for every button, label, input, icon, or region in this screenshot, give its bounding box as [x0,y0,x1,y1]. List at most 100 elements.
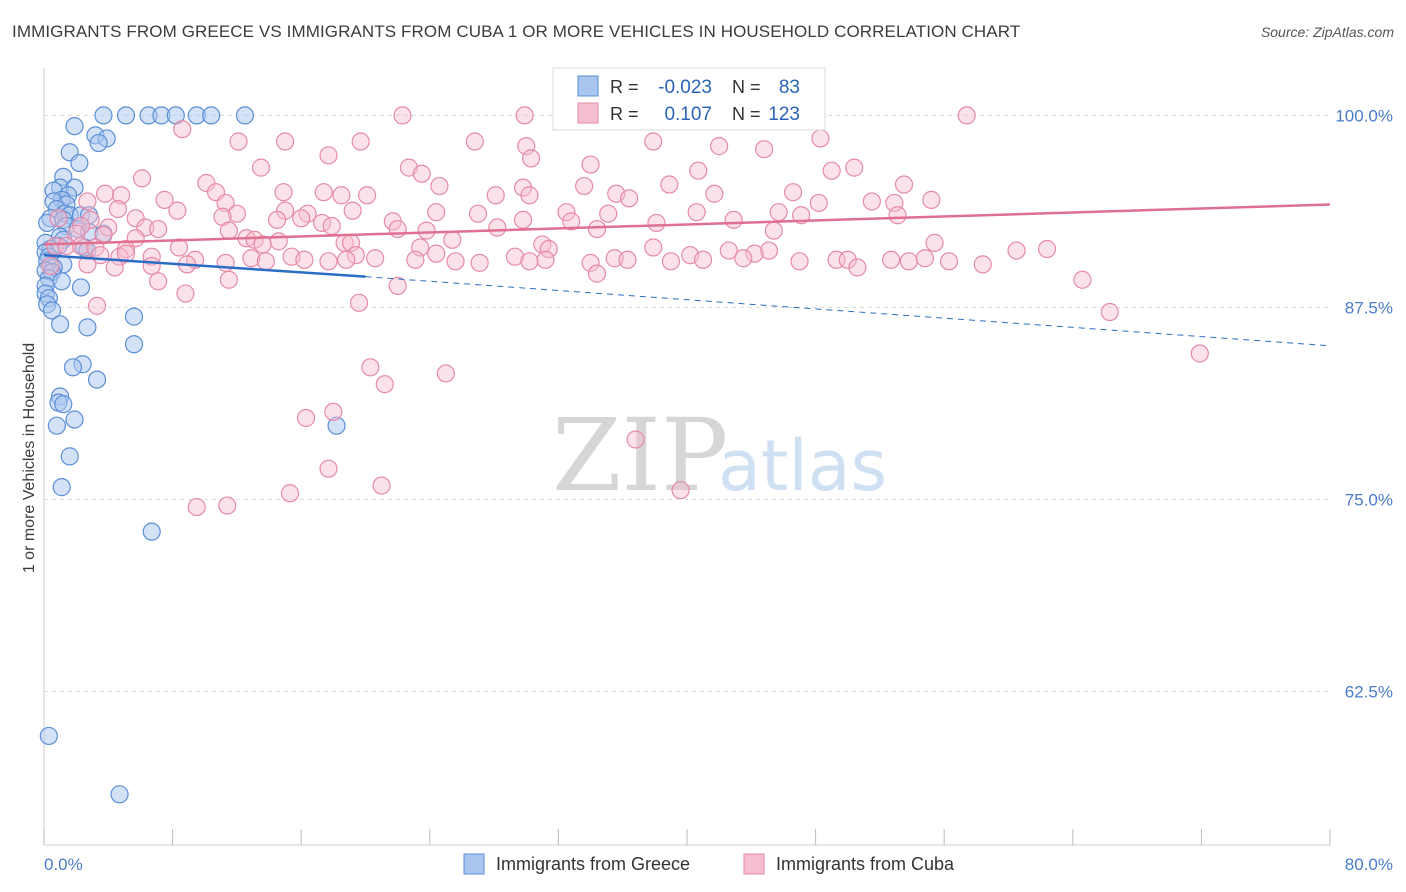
cuba-point [187,497,206,517]
greece-point [50,315,70,334]
cuba-point [882,250,901,269]
axes: 100.0% 87.5% 75.0% 62.5% 0.0% 80.0% [43,68,1393,874]
cuba-point [687,203,706,222]
cuba-point [332,186,351,205]
cuba-point [513,210,533,229]
stats-cuba-swatch [577,102,599,124]
cuba-point [314,183,333,202]
cuba-point [705,184,724,203]
cuba-point [922,190,941,209]
cuba-point [319,146,338,165]
cuba-point [505,247,525,266]
cuba-point [734,249,753,268]
greece-point [38,213,57,233]
cuba-point [349,293,369,312]
cuba-point [443,230,462,249]
cuba-point [366,249,385,268]
cuba-point [267,210,287,229]
cuba-point [661,252,681,271]
cuba-point [393,106,412,125]
cuba-point [269,232,288,251]
source-credit: Source: ZipAtlas.com [1260,24,1394,40]
cuba-point [296,408,316,428]
cuba-point [71,236,91,256]
cuba-point [256,252,275,271]
cuba-point [618,250,637,269]
cuba-point [149,219,168,239]
cuba-point [427,203,446,222]
cuba-point [626,430,645,449]
legend-cuba-swatch [743,853,765,875]
greece-point [70,153,89,173]
cuba-point [388,219,407,239]
cuba-point [372,476,391,495]
cuba-point [176,284,195,303]
cuba-point [973,255,992,274]
cuba-point [319,252,338,271]
cuba-point [822,161,841,180]
cuba-point [1007,241,1026,260]
cuba-point [227,204,246,223]
cuba-point [251,158,271,177]
x-tick-label-min: 0.0% [44,855,83,874]
cuba-point [173,120,192,139]
cuba-point [520,252,539,271]
cuba-point [375,375,394,394]
cuba-point [581,253,600,272]
y-tick-label: 87.5% [1345,298,1393,317]
cuba-point [280,484,300,503]
cuba-point [292,209,311,228]
cuba-point [57,236,76,256]
greece-point [63,358,83,377]
cuba-point [116,244,136,263]
greece-point [327,416,346,435]
greece-point [60,447,79,466]
cuba-point [108,199,128,219]
greece-point [94,106,113,125]
stats-greece-swatch [577,75,599,97]
cuba-point [468,204,488,223]
greece-point [52,478,71,497]
cuba-point [845,158,864,177]
cuba-point [219,270,238,289]
trend-lines [43,203,1331,347]
y-tick-label: 62.5% [1345,682,1393,701]
y-tick-label: 100.0% [1335,106,1393,125]
greece-point [142,522,161,541]
stats-greece-n-label: N = [732,77,761,97]
cuba-point [436,364,455,383]
cuba-point [358,186,377,205]
cuba-point [488,218,507,237]
cuba-point [1190,344,1209,363]
cuba-point [126,209,145,228]
greece-point [87,370,107,389]
stats-cuba-r-value: 0.107 [664,104,712,125]
cuba-point [361,358,380,377]
cuba-point [710,137,729,156]
greece-point [71,278,91,297]
cuba-point [599,204,618,223]
cuba-point [587,264,607,283]
watermark-atlas: atlas [718,425,887,507]
cuba-point [647,213,666,233]
cuba-point [465,132,484,151]
stats-cuba-r-label: R = [610,104,639,124]
stats-box: R = -0.023 N = 83 R = 0.107 N = 123 [552,67,826,131]
greece-point [54,395,73,414]
cuba-point [81,210,100,229]
cuba-point [417,221,436,240]
cuba-point [1100,302,1119,322]
cuba-point [155,190,174,209]
cuba-point [1037,239,1057,259]
cuba-point [719,241,738,260]
cuba-point [446,252,465,271]
cuba-point [888,206,907,225]
cuba-point [430,176,449,196]
greece-point [202,106,221,125]
cuba-point [78,255,97,274]
cuba-point [562,212,581,231]
cuba-point [132,169,152,188]
legend: Immigrants from Greece Immigrants from C… [463,853,955,875]
cuba-point [351,132,370,151]
cuba-point [149,272,168,291]
